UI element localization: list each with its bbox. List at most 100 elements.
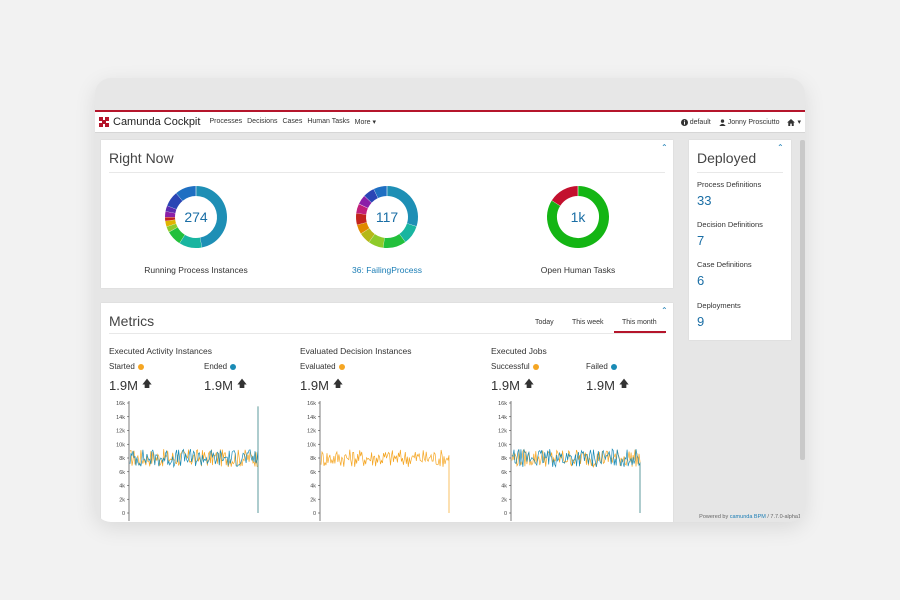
camunda-logo-icon bbox=[99, 117, 109, 127]
right-now-title: Right Now bbox=[109, 150, 174, 166]
device-frame: Camunda Cockpit Processes Decisions Case… bbox=[95, 78, 805, 522]
failed-value: 1.9M 🡅 bbox=[586, 377, 629, 394]
donut-segment[interactable] bbox=[373, 186, 388, 199]
donut-segment[interactable] bbox=[179, 234, 202, 248]
donut-segment[interactable] bbox=[368, 233, 385, 248]
user-menu[interactable]: Jonny Prosciutto bbox=[719, 118, 779, 126]
footer-version: / 7.7.0-alpha1 bbox=[767, 514, 801, 520]
trend-up-icon: 🡅 bbox=[332, 379, 344, 390]
deployed-title: Deployed bbox=[697, 150, 757, 166]
donut-segment[interactable] bbox=[167, 193, 183, 210]
y-tick-label: 10k bbox=[116, 442, 125, 448]
ended-legend-dot bbox=[230, 363, 237, 370]
started-label: Started bbox=[109, 362, 144, 371]
donut-segment[interactable] bbox=[176, 186, 197, 202]
app-screen: Camunda Cockpit Processes Decisions Case… bbox=[95, 110, 805, 522]
decision-instances-chart: 16k 14k 12k 10k 8k 6k 4k 2k 0 bbox=[307, 401, 450, 521]
donut-segment[interactable] bbox=[551, 186, 579, 207]
camunda-bpm-link[interactable]: camunda BPM bbox=[729, 514, 766, 520]
brand[interactable]: Camunda Cockpit bbox=[99, 116, 200, 128]
y-tick-label: 6k bbox=[501, 470, 507, 476]
successful-label: Successful bbox=[491, 362, 539, 371]
info-icon bbox=[680, 118, 688, 126]
footer-prefix: Powered by bbox=[699, 514, 729, 520]
failing-process-link[interactable]: 36: FailingProcess bbox=[352, 265, 422, 275]
metrics-title: Metrics bbox=[109, 313, 155, 329]
donut-segment[interactable] bbox=[168, 226, 185, 244]
deployed-collapse-icon[interactable]: ⌃ bbox=[777, 143, 784, 152]
donut-segment-separator bbox=[356, 221, 367, 225]
running-instances-donut[interactable] bbox=[164, 185, 228, 249]
donut-segment[interactable] bbox=[358, 195, 372, 209]
human-tasks-donut[interactable] bbox=[546, 185, 610, 249]
donut-segment-separator bbox=[168, 226, 178, 233]
nav-more-dropdown[interactable]: More ▾ bbox=[354, 119, 377, 126]
case-definitions-label: Case Definitions bbox=[697, 260, 752, 269]
ended-value: 1.9M 🡅 bbox=[204, 377, 247, 394]
started-value: 1.9M 🡅 bbox=[109, 377, 152, 394]
y-tick-label: 12k bbox=[498, 429, 507, 435]
evaluated-text: Evaluated bbox=[300, 362, 336, 371]
evaluated-label: Evaluated bbox=[300, 362, 345, 371]
started-legend-dot bbox=[137, 363, 144, 370]
donut-segment[interactable] bbox=[386, 186, 418, 227]
nav-cases[interactable]: Cases bbox=[282, 118, 303, 125]
nav-human-tasks[interactable]: Human Tasks bbox=[307, 118, 350, 125]
donut-segment[interactable] bbox=[364, 188, 379, 203]
donut-segment[interactable] bbox=[547, 186, 609, 248]
metrics-divider bbox=[109, 333, 665, 334]
process-definitions-count[interactable]: 33 bbox=[697, 193, 712, 208]
user-icon bbox=[719, 118, 726, 126]
activity-instances-title: Executed Activity Instances bbox=[109, 346, 212, 356]
deployments-count[interactable]: 9 bbox=[697, 314, 705, 329]
y-tick-label: 12k bbox=[116, 429, 125, 435]
decision-definitions-count[interactable]: 7 bbox=[697, 233, 705, 248]
donut-segment[interactable] bbox=[399, 223, 417, 243]
metrics-panel: Metrics ⌃ Today This week This month Exe… bbox=[101, 303, 673, 522]
successful-count: 1.9M bbox=[491, 378, 520, 393]
y-tick-label: 8k bbox=[119, 456, 125, 462]
human-tasks-label: Open Human Tasks bbox=[540, 265, 616, 275]
failed-label: Failed bbox=[586, 362, 617, 371]
failing-process-value[interactable]: 117 bbox=[375, 209, 399, 225]
started-text: Started bbox=[109, 362, 135, 371]
failing-process-donut[interactable] bbox=[355, 185, 419, 249]
deployments-label: Deployments bbox=[697, 301, 741, 310]
decision-instances-title: Evaluated Decision Instances bbox=[300, 346, 412, 356]
home-menu[interactable]: ▾ bbox=[787, 118, 801, 126]
executed-jobs-chart: 16k 14k 12k 10k 8k 6k 4k 2k 0 bbox=[498, 401, 641, 521]
right-now-divider bbox=[109, 172, 665, 173]
donut-segment[interactable] bbox=[383, 233, 406, 248]
successful-legend-dot bbox=[532, 363, 539, 370]
donut-segment[interactable] bbox=[195, 186, 227, 248]
nav-links: Processes Decisions Cases Human Tasks Mo… bbox=[209, 118, 381, 126]
series-line-orange bbox=[320, 449, 450, 513]
home-caret-icon: ▾ bbox=[797, 119, 801, 126]
home-icon bbox=[787, 118, 796, 126]
tab-today[interactable]: Today bbox=[535, 319, 554, 326]
nav-processes[interactable]: Processes bbox=[209, 118, 243, 125]
top-navbar: Camunda Cockpit Processes Decisions Case… bbox=[95, 110, 805, 133]
footer: Powered by camunda BPM / 7.7.0-alpha1 bbox=[699, 514, 801, 520]
donut-segment[interactable] bbox=[166, 223, 178, 232]
y-tick-label: 16k bbox=[116, 401, 125, 407]
metrics-collapse-icon[interactable]: ⌃ bbox=[661, 306, 668, 315]
y-tick-label: 4k bbox=[501, 484, 507, 490]
y-tick-label: 4k bbox=[310, 484, 316, 490]
nav-decisions[interactable]: Decisions bbox=[247, 118, 278, 125]
right-now-collapse-icon[interactable]: ⌃ bbox=[661, 143, 668, 152]
deployed-panel: Deployed ⌃ Process Definitions 33 Decisi… bbox=[689, 140, 791, 340]
tab-this-week[interactable]: This week bbox=[572, 319, 604, 326]
case-definitions-count[interactable]: 6 bbox=[697, 273, 705, 288]
running-instances-value[interactable]: 274 bbox=[184, 209, 208, 225]
page-scrollbar[interactable] bbox=[800, 140, 805, 460]
human-tasks-value[interactable]: 1k bbox=[570, 209, 586, 225]
y-tick-label: 0 bbox=[504, 511, 507, 517]
brand-name: Camunda Cockpit bbox=[113, 116, 201, 128]
engine-name: default bbox=[689, 118, 711, 126]
y-tick-label: 2k bbox=[119, 497, 125, 503]
donut-segment[interactable] bbox=[360, 228, 375, 243]
engine-selector[interactable]: default bbox=[680, 118, 711, 126]
tab-this-month[interactable]: This month bbox=[622, 319, 657, 326]
y-tick-label: 14k bbox=[116, 415, 125, 421]
